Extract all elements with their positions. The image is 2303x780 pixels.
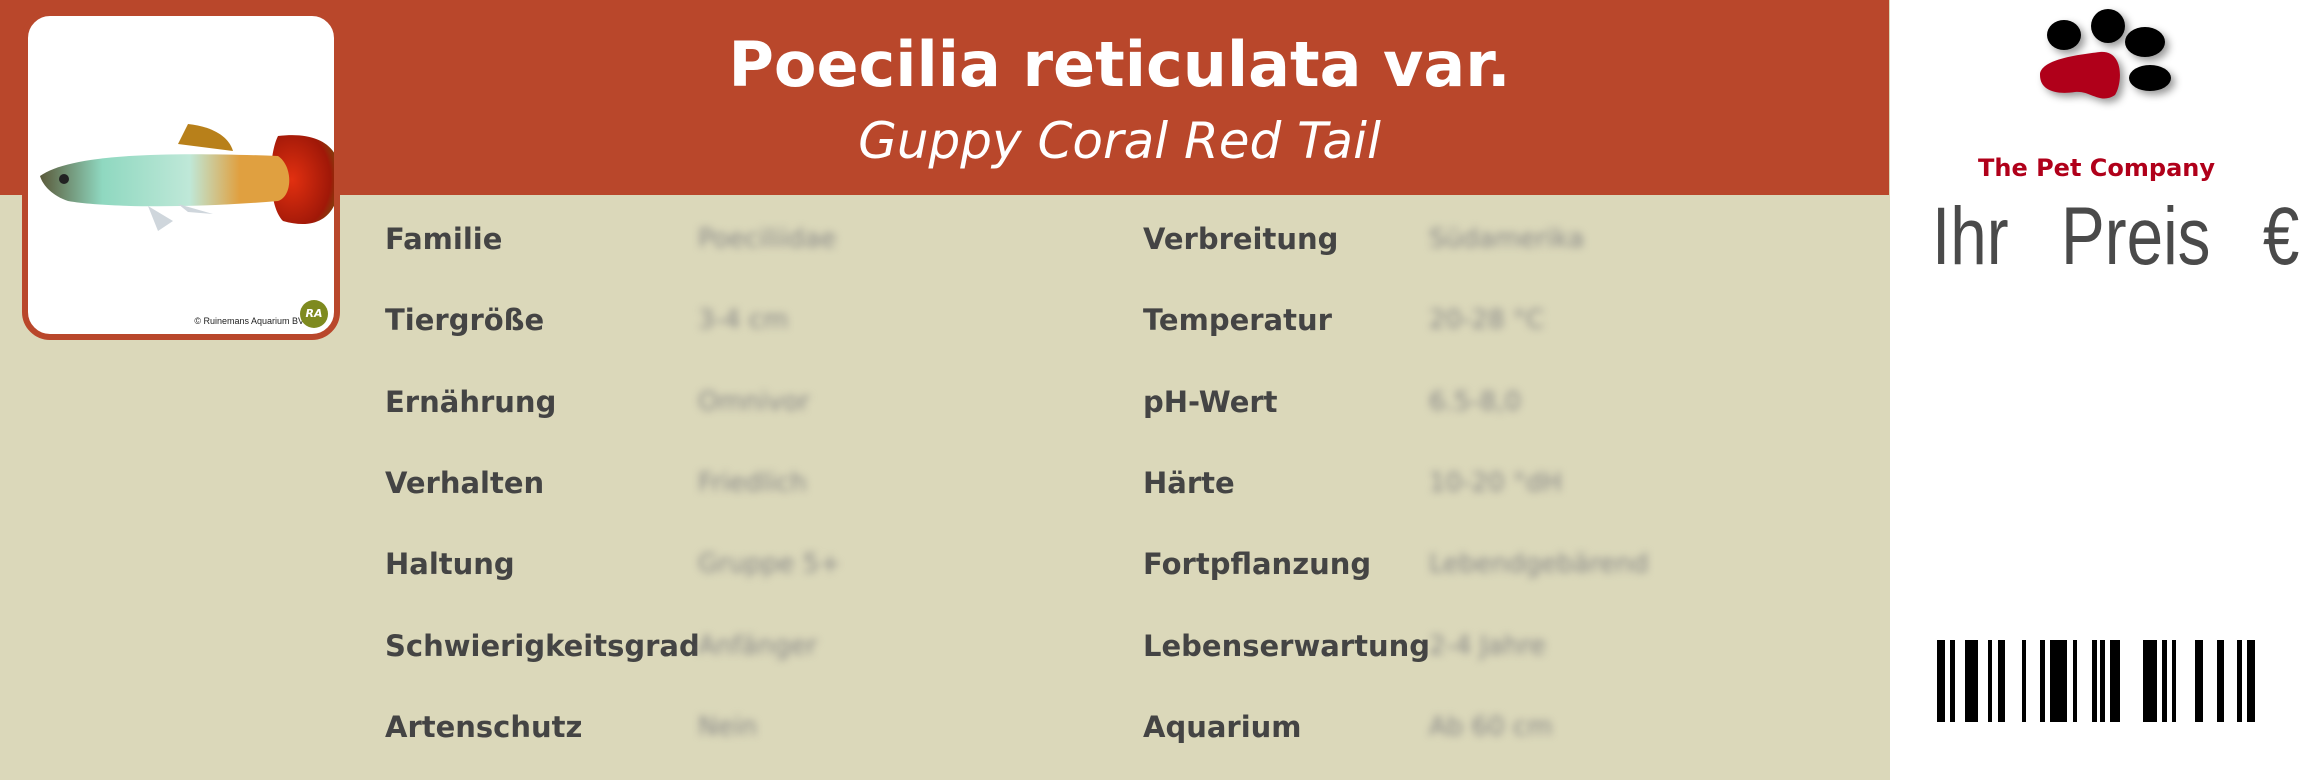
attr-value: Anfänger	[698, 631, 818, 661]
attr-value: Südamerika	[1429, 224, 1585, 254]
attr-label: Temperatur	[1143, 303, 1332, 337]
attr-value: Ab 60 cm	[1429, 712, 1553, 742]
attr-value: 3-4 cm	[698, 305, 789, 335]
ruinemans-logo: RA	[300, 300, 328, 328]
barcode-bar	[2100, 640, 2105, 722]
attr-value: Nein	[698, 712, 758, 742]
barcode-bar	[2040, 640, 2045, 722]
attr-value: 2-4 Jahre	[1429, 631, 1546, 661]
guppy-image	[40, 124, 334, 231]
barcode-icon	[1937, 640, 2255, 722]
attr-value: Lebendgebärend	[1429, 549, 1649, 579]
attr-value: Omnivor	[698, 387, 810, 417]
barcode-bar	[2247, 640, 2255, 722]
attr-label: Haltung	[385, 547, 515, 581]
attr-value: Friedlich	[698, 468, 807, 498]
barcode-bar	[2022, 640, 2026, 722]
barcode-bar	[2172, 640, 2176, 722]
attr-label: Fortpflanzung	[1143, 547, 1372, 581]
barcode-bar	[1965, 640, 1978, 722]
attr-label: Härte	[1143, 466, 1235, 500]
attr-value: Gruppe 5+	[698, 549, 841, 579]
barcode-bar	[2092, 640, 2097, 722]
price-panel: The Pet Company Ihr Preis €	[1890, 0, 2303, 780]
attr-label: Verhalten	[385, 466, 545, 500]
barcode-bar	[2110, 640, 2120, 722]
barcode-bar	[2162, 640, 2167, 722]
photo-credit: © Ruinemans Aquarium BV	[194, 316, 304, 326]
attr-label: Tiergröße	[385, 303, 545, 337]
brand-name: The Pet Company	[1978, 154, 2215, 182]
attr-label: Schwierigkeitsgrad	[385, 629, 700, 663]
paw-logo-icon	[2040, 9, 2171, 99]
attr-label: Verbreitung	[1143, 222, 1339, 256]
barcode-bar	[1937, 640, 1945, 722]
fish-photo: © Ruinemans Aquarium BV RA	[22, 10, 340, 340]
attr-label: Lebenserwartung	[1143, 629, 1431, 663]
attr-value: 6.5-8,0	[1429, 387, 1522, 417]
barcode-bar	[1988, 640, 1992, 722]
attr-label: pH-Wert	[1143, 385, 1278, 419]
attr-value: 10-20 °dH	[1429, 468, 1562, 498]
attr-label: Familie	[385, 222, 503, 256]
barcode-bar	[2217, 640, 2224, 722]
page-subtitle: Guppy Coral Red Tail	[858, 112, 1381, 170]
attr-value: 20-28 °C	[1429, 305, 1544, 335]
attr-label: Aquarium	[1143, 710, 1302, 744]
barcode-bar	[1950, 640, 1955, 722]
page-title: Poecilia reticulata var.	[728, 28, 1511, 101]
barcode-bar	[2143, 640, 2157, 722]
price-label: Ihr Preis €	[1932, 191, 2300, 282]
barcode-bar	[1998, 640, 2005, 722]
attr-label: Artenschutz	[385, 710, 583, 744]
barcode-bar	[2073, 640, 2077, 722]
attr-value: Poeciliidae	[698, 224, 837, 254]
barcode-bar	[2237, 640, 2242, 722]
barcode-bar	[2050, 640, 2067, 722]
attr-label: Ernährung	[385, 385, 557, 419]
barcode-bar	[2195, 640, 2203, 722]
